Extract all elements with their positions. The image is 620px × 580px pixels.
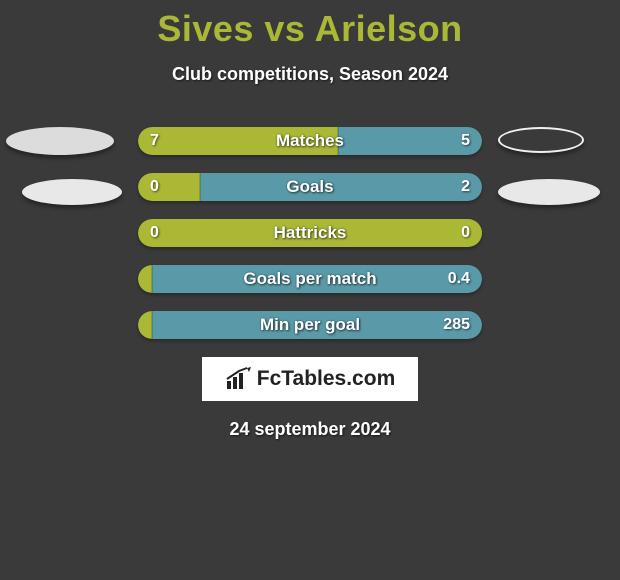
stat-right-value: 0.4 (448, 265, 470, 293)
stat-right-value: 285 (443, 311, 470, 339)
fctables-logo[interactable]: FcTables.com (202, 357, 418, 401)
logo-text: FcTables.com (257, 367, 396, 391)
subtitle: Club competitions, Season 2024 (0, 64, 620, 85)
stat-right-value: 2 (461, 173, 470, 201)
player2-avatar-bottom (498, 179, 600, 205)
stat-label: Goals (138, 173, 482, 201)
stat-label: Matches (138, 127, 482, 155)
stat-row-goals-per-match: Goals per match 0.4 (138, 265, 482, 293)
player1-avatar-bottom (22, 179, 122, 205)
stat-label: Min per goal (138, 311, 482, 339)
stat-right-value: 5 (461, 127, 470, 155)
stats-area: 7 Matches 5 0 Goals 2 0 Hattricks 0 Goal… (0, 127, 620, 339)
page-title: Sives vs Arielson (0, 0, 620, 50)
stat-row-min-per-goal: Min per goal 285 (138, 311, 482, 339)
stat-row-goals: 0 Goals 2 (138, 173, 482, 201)
date-text: 24 september 2024 (0, 419, 620, 440)
player2-avatar-top (498, 127, 584, 153)
stat-row-matches: 7 Matches 5 (138, 127, 482, 155)
stat-row-hattricks: 0 Hattricks 0 (138, 219, 482, 247)
stat-label: Goals per match (138, 265, 482, 293)
stat-right-value: 0 (461, 219, 470, 247)
player1-avatar-top (6, 127, 114, 155)
stat-label: Hattricks (138, 219, 482, 247)
chart-icon (225, 367, 253, 391)
